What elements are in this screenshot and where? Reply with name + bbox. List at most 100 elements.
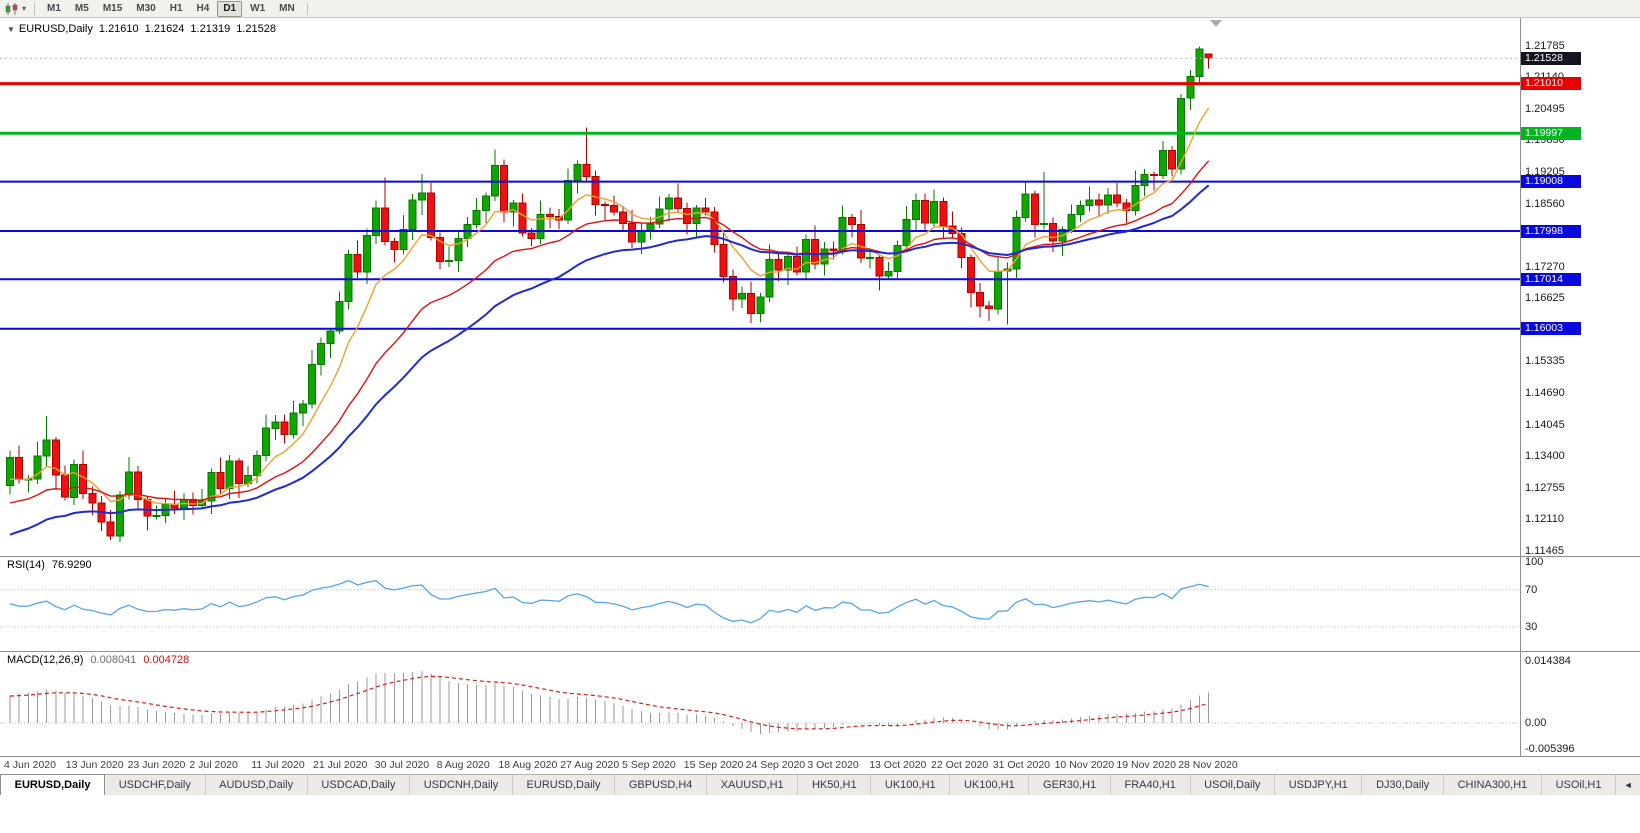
price-line-badge: 1.17998 bbox=[1521, 224, 1581, 238]
toolbar-separator bbox=[306, 2, 308, 15]
date-axis-label: 31 Oct 2020 bbox=[992, 759, 1051, 771]
chart-type-icon[interactable] bbox=[4, 2, 20, 15]
date-axis-label: 2 Jul 2020 bbox=[189, 759, 238, 771]
collapse-triangle-icon[interactable]: ▼ bbox=[7, 24, 15, 34]
price-axis-tick: 1.13400 bbox=[1525, 450, 1565, 463]
price-axis-tick: 1.16625 bbox=[1525, 292, 1565, 305]
date-axis-label: 19 Nov 2020 bbox=[1116, 759, 1176, 771]
chart-tab-uk100-h1[interactable]: UK100,H1 bbox=[871, 775, 951, 795]
ohlc-close: 1.21528 bbox=[236, 23, 276, 35]
rsi-scale-label: 70 bbox=[1525, 583, 1538, 596]
date-axis-label: 13 Oct 2020 bbox=[869, 759, 927, 771]
chart-tab-fra40-h1[interactable]: FRA40,H1 bbox=[1111, 775, 1191, 795]
date-axis-label: 24 Sep 2020 bbox=[745, 759, 806, 771]
chart-type-dropdown-caret[interactable]: ▾ bbox=[22, 4, 27, 13]
chart-tab-ger30-h1[interactable]: GER30,H1 bbox=[1029, 775, 1111, 795]
ohlc-open: 1.21610 bbox=[98, 23, 139, 35]
price-axis-tick: 1.12110 bbox=[1525, 513, 1564, 526]
chart-tab-usdcad-daily[interactable]: USDCAD,Daily bbox=[308, 775, 411, 795]
date-axis-label: 18 Aug 2020 bbox=[498, 759, 558, 771]
macd-scale-label: 0.014384 bbox=[1525, 655, 1571, 667]
macd-histogram bbox=[9, 671, 1210, 734]
date-axis-label: 4 Jun 2020 bbox=[4, 759, 56, 771]
ohlc-high: 1.21624 bbox=[144, 23, 185, 35]
price-axis-tick: 1.14045 bbox=[1525, 418, 1565, 431]
chart-tab-eurusd-daily[interactable]: EURUSD,Daily bbox=[513, 775, 616, 795]
price-axis-tick: 1.17270 bbox=[1525, 260, 1565, 273]
date-axis-label: 3 Oct 2020 bbox=[807, 759, 859, 771]
timeframe-button-mn[interactable]: MN bbox=[279, 2, 295, 14]
macd-scale-label: -0.005396 bbox=[1525, 743, 1575, 755]
date-axis-label: 13 Jun 2020 bbox=[65, 759, 124, 771]
chart-tab-bar: EURUSD,Daily USDCHF,Daily AUDUSD,Daily USDC… bbox=[0, 774, 1640, 795]
timeframe-button-w1[interactable]: W1 bbox=[250, 2, 266, 14]
price-line-badge: 1.19008 bbox=[1521, 175, 1581, 189]
price-axis-tick: 1.20495 bbox=[1525, 102, 1565, 115]
chart-tab-china300-h1[interactable]: CHINA300,H1 bbox=[1444, 775, 1542, 795]
price-line-badge: 1.21010 bbox=[1521, 77, 1581, 91]
date-axis-label: 27 Aug 2020 bbox=[560, 759, 620, 771]
macd-signal-line bbox=[9, 675, 1209, 730]
date-axis-label: 22 Oct 2020 bbox=[931, 759, 989, 771]
date-axis-label: 10 Nov 2020 bbox=[1054, 759, 1115, 771]
chart-symbol-period: EURUSD,Daily bbox=[18, 23, 93, 35]
chart-tab-uk100-h1[interactable]: UK100,H1 bbox=[950, 775, 1030, 795]
chart-tab-audusd-daily[interactable]: AUDUSD,Daily bbox=[206, 775, 308, 795]
chart-tab-dj30-daily[interactable]: DJ30,Daily bbox=[1362, 775, 1444, 795]
price-axis-tick: 1.15335 bbox=[1525, 355, 1565, 368]
rsi-name: RSI(14) bbox=[7, 559, 45, 571]
chart-shift-marker[interactable] bbox=[1210, 20, 1222, 27]
macd-signal-value: 0.004728 bbox=[143, 654, 190, 666]
chart-tab-hk50-h1[interactable]: HK50,H1 bbox=[798, 775, 872, 795]
timeframe-toolbar: ▾ M1 M5 M15 M30 H1 H4 D1 W1 MN bbox=[0, 0, 1640, 18]
price-axis-tick: 1.12755 bbox=[1525, 481, 1565, 494]
rsi-scale-label: 100 bbox=[1525, 556, 1544, 568]
chart-tab-eurusd-daily[interactable]: EURUSD,Daily bbox=[0, 774, 106, 795]
chart-tab-usoil-h1[interactable]: USOil,H1 bbox=[1542, 775, 1617, 795]
candlestick-series bbox=[6, 46, 1213, 542]
chart-tab-gbpusd-h4[interactable]: GBPUSD,H4 bbox=[615, 775, 708, 795]
macd-name: MACD(12,26,9) bbox=[7, 654, 84, 666]
timeframe-button-d1[interactable]: D1 bbox=[217, 0, 243, 17]
chart-canvas[interactable] bbox=[0, 0, 1640, 760]
chart-tab-usoil-daily[interactable]: USOil,Daily bbox=[1191, 775, 1276, 795]
rsi-line bbox=[9, 579, 1209, 624]
date-axis-label: 11 Jul 2020 bbox=[251, 759, 305, 771]
chart-tab-xauusd-h1[interactable]: XAUUSD,H1 bbox=[707, 775, 799, 795]
timeframe-button-m5[interactable]: M5 bbox=[74, 2, 89, 14]
date-axis-label: 8 Aug 2020 bbox=[436, 759, 490, 771]
ohlc-low: 1.21319 bbox=[190, 23, 231, 35]
chart-tab-usdchf-daily[interactable]: USDCHF,Daily bbox=[105, 775, 206, 795]
rsi-scale-label: 30 bbox=[1525, 620, 1538, 633]
macd-scale-label: 0.00 bbox=[1525, 717, 1547, 729]
timeframe-buttons: M1 M5 M15 M30 H1 H4 D1 W1 MN bbox=[40, 0, 302, 17]
timeframe-button-m15[interactable]: M15 bbox=[102, 2, 123, 14]
price-line-badge: 1.19997 bbox=[1521, 126, 1581, 140]
date-axis-label: 5 Sep 2020 bbox=[622, 759, 676, 771]
price-axis-tick: 1.14690 bbox=[1525, 386, 1565, 399]
price-line-badge: 1.21528 bbox=[1521, 51, 1581, 65]
date-axis-label: 15 Sep 2020 bbox=[683, 759, 744, 771]
chart-tab-usdjpy-h1[interactable]: USDJPY,H1 bbox=[1275, 775, 1363, 795]
macd-main-value: 0.008041 bbox=[90, 654, 137, 666]
price-line-badge: 1.16003 bbox=[1521, 322, 1581, 336]
price-axis-tick: 1.19205 bbox=[1525, 165, 1565, 178]
rsi-value: 76.9290 bbox=[51, 559, 92, 571]
date-axis-label: 30 Jul 2020 bbox=[374, 759, 430, 771]
timeframe-button-h1[interactable]: H1 bbox=[169, 2, 183, 14]
date-axis-label: 28 Nov 2020 bbox=[1178, 759, 1238, 771]
timeframe-button-h4[interactable]: H4 bbox=[196, 2, 210, 14]
macd-indicator-label: MACD(12,26,9) 0.008041 0.004728 bbox=[7, 654, 196, 666]
toolbar-separator bbox=[34, 2, 36, 15]
timeframe-button-m30[interactable]: M30 bbox=[136, 2, 156, 14]
price-axis-tick: 1.11465 bbox=[1525, 544, 1564, 557]
price-axis-tick: 1.21785 bbox=[1525, 39, 1565, 52]
tab-scroll-left-icon[interactable]: ◄ bbox=[1623, 780, 1633, 790]
price-line-badge: 1.17014 bbox=[1521, 272, 1581, 286]
chart-tab-usdcnh-daily[interactable]: USDCNH,Daily bbox=[410, 775, 513, 795]
timeframe-button-m1[interactable]: M1 bbox=[47, 2, 61, 14]
chart-title: ▼ EURUSD,Daily 1.21610 1.21624 1.21319 1… bbox=[5, 23, 282, 35]
price-axis-tick: 1.18560 bbox=[1525, 197, 1565, 210]
date-axis-label: 21 Jul 2020 bbox=[313, 759, 368, 771]
